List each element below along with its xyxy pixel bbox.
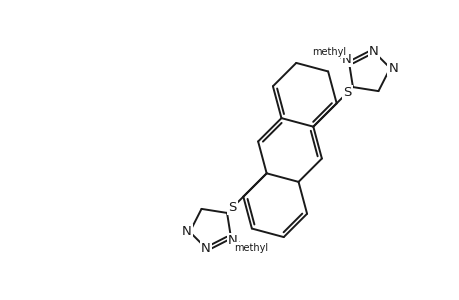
Text: N: N [368, 45, 378, 58]
Text: N: N [341, 53, 351, 66]
Text: methyl: methyl [233, 244, 267, 254]
Text: N: N [228, 234, 237, 247]
Text: N: N [181, 225, 191, 239]
Text: S: S [342, 86, 351, 99]
Text: S: S [228, 201, 236, 214]
Text: N: N [201, 242, 211, 255]
Text: N: N [387, 61, 397, 75]
Text: methyl: methyl [312, 46, 346, 56]
